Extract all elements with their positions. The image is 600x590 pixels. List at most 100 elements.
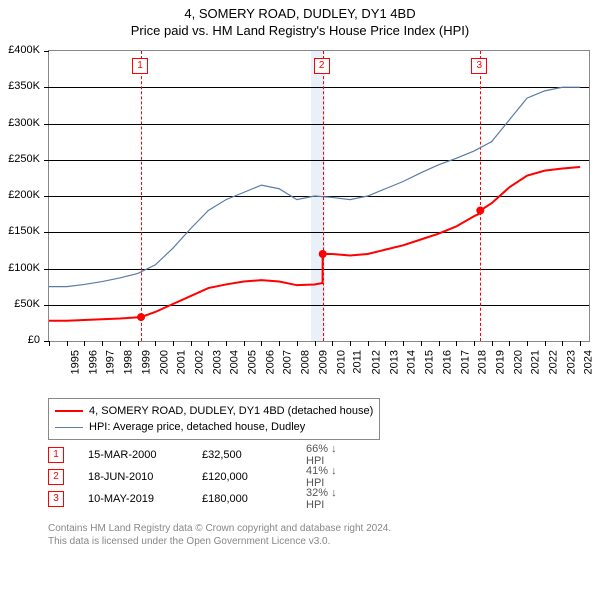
xtick-mark	[562, 341, 563, 346]
chart-lines	[49, 51, 589, 341]
transaction-gap: 32% ↓ HPI	[306, 487, 356, 511]
xtick-mark	[403, 341, 404, 346]
transaction-gap: 66% ↓ HPI	[306, 443, 356, 467]
xtick-label: 2015	[424, 350, 436, 374]
series-dot	[137, 313, 145, 321]
xtick-mark	[527, 341, 528, 346]
xtick-label: 2012	[370, 350, 382, 374]
xtick-label: 2000	[158, 350, 170, 374]
xtick-label: 2010	[335, 350, 347, 374]
ytick-label: £300K	[0, 117, 40, 129]
xtick-mark	[315, 341, 316, 346]
xtick-mark	[456, 341, 457, 346]
xtick-label: 2013	[388, 350, 400, 374]
xtick-label: 2024	[583, 350, 595, 374]
chart-title: 4, SOMERY ROAD, DUDLEY, DY1 4BD	[0, 0, 600, 21]
transactions-table: 1 15-MAR-2000 £32,500 66% ↓ HPI 2 18-JUN-2010…	[48, 444, 356, 510]
xtick-mark	[580, 341, 581, 346]
footnote-line2: This data is licensed under the Open Gov…	[48, 535, 391, 548]
xtick-mark	[173, 341, 174, 346]
xtick-label: 2014	[406, 350, 418, 374]
transaction-marker-box: 2	[48, 469, 64, 485]
xtick-label: 1999	[140, 350, 152, 374]
xtick-mark	[191, 341, 192, 346]
series-dot	[319, 250, 327, 258]
xtick-label: 1996	[87, 350, 99, 374]
xtick-mark	[474, 341, 475, 346]
xtick-mark	[368, 341, 369, 346]
xtick-label: 2009	[317, 350, 329, 374]
xtick-mark	[350, 341, 351, 346]
xtick-mark	[67, 341, 68, 346]
xtick-label: 2018	[477, 350, 489, 374]
transaction-price: £180,000	[202, 493, 282, 505]
xtick-mark	[421, 341, 422, 346]
chart-legend: 4, SOMERY ROAD, DUDLEY, DY1 4BD (detache…	[48, 398, 380, 440]
xtick-label: 2011	[352, 350, 364, 374]
footnote-line1: Contains HM Land Registry data © Crown c…	[48, 522, 391, 535]
xtick-mark	[120, 341, 121, 346]
xtick-label: 2005	[247, 350, 259, 374]
xtick-mark	[155, 341, 156, 346]
xtick-mark	[545, 341, 546, 346]
xtick-label: 1997	[105, 350, 117, 374]
xtick-label: 2001	[176, 350, 188, 374]
xtick-label: 2023	[565, 350, 577, 374]
ytick-label: £200K	[0, 189, 40, 201]
transaction-marker-box: 1	[48, 447, 64, 463]
xtick-mark	[226, 341, 227, 346]
xtick-label: 2019	[494, 350, 506, 374]
transaction-marker-box: 3	[48, 491, 64, 507]
xtick-label: 2002	[193, 350, 205, 374]
xtick-label: 2017	[459, 350, 471, 374]
xtick-label: 2016	[441, 350, 453, 374]
xtick-mark	[439, 341, 440, 346]
transaction-gap: 41% ↓ HPI	[306, 465, 356, 489]
transaction-date: 18-JUN-2010	[88, 471, 178, 483]
transaction-row: 2 18-JUN-2010 £120,000 41% ↓ HPI	[48, 466, 356, 488]
legend-swatch	[55, 427, 83, 428]
ytick-label: £100K	[0, 262, 40, 274]
legend-swatch	[55, 410, 83, 412]
xtick-mark	[279, 341, 280, 346]
xtick-mark	[244, 341, 245, 346]
transaction-price: £120,000	[202, 471, 282, 483]
xtick-label: 2022	[548, 350, 560, 374]
xtick-label: 2006	[264, 350, 276, 374]
xtick-mark	[297, 341, 298, 346]
ytick-label: £350K	[0, 80, 40, 92]
legend-row: HPI: Average price, detached house, Dudl…	[55, 419, 373, 435]
xtick-label: 1995	[69, 350, 81, 374]
ytick-label: £50K	[0, 298, 40, 310]
xtick-mark	[138, 341, 139, 346]
chart-footnote: Contains HM Land Registry data © Crown c…	[48, 522, 391, 548]
xtick-label: 2004	[229, 350, 241, 374]
xtick-mark	[208, 341, 209, 346]
marker-box: 3	[471, 58, 487, 74]
xtick-label: 1998	[123, 350, 135, 374]
xtick-label: 2020	[512, 350, 524, 374]
marker-box: 1	[132, 58, 148, 74]
chart-plot-area	[48, 50, 590, 342]
legend-row: 4, SOMERY ROAD, DUDLEY, DY1 4BD (detache…	[55, 403, 373, 419]
xtick-label: 2008	[300, 350, 312, 374]
ytick-label: £0	[0, 334, 40, 346]
xtick-mark	[509, 341, 510, 346]
transaction-date: 10-MAY-2019	[88, 493, 178, 505]
transaction-date: 15-MAR-2000	[88, 449, 178, 461]
xtick-label: 2003	[211, 350, 223, 374]
series-dot	[476, 207, 484, 215]
xtick-mark	[385, 341, 386, 346]
ytick-label: £400K	[0, 44, 40, 56]
xtick-mark	[84, 341, 85, 346]
xtick-mark	[261, 341, 262, 346]
xtick-mark	[102, 341, 103, 346]
transaction-row: 1 15-MAR-2000 £32,500 66% ↓ HPI	[48, 444, 356, 466]
legend-label: 4, SOMERY ROAD, DUDLEY, DY1 4BD (detache…	[89, 403, 373, 419]
ytick-label: £150K	[0, 225, 40, 237]
xtick-mark	[332, 341, 333, 346]
xtick-label: 2021	[530, 350, 542, 374]
series-property	[49, 167, 580, 321]
transaction-price: £32,500	[202, 449, 282, 461]
transaction-row: 3 10-MAY-2019 £180,000 32% ↓ HPI	[48, 488, 356, 510]
